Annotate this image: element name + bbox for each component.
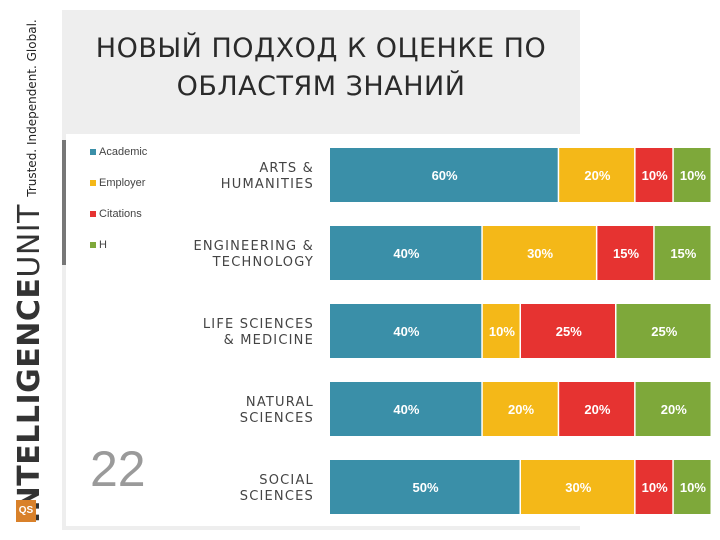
legend-label-academic: Academic [99,146,148,158]
category-label: ENGINEERING & [193,239,314,254]
bar-segment-h [673,148,711,202]
bar-segment-academic [330,460,520,514]
bar-segment-employer [482,304,520,358]
bar-segment-citations [521,304,615,358]
data-label: 60% [432,168,458,183]
bar-segment-employer [559,148,635,202]
legend-swatch-h [90,242,96,248]
bar-segment-academic [330,148,558,202]
category-label: HUMANITIES [221,177,314,192]
data-label: 10% [642,168,668,183]
title-line-2: ОБЛАСТЯМ ЗНАНИЙ [176,71,466,102]
legend-label-employer: Employer [99,177,146,189]
bar-segment-academic [330,382,482,436]
category-label: SOCIAL [259,473,314,488]
data-label: 30% [527,246,553,261]
category-label: NATURAL [246,395,314,410]
data-label: 40% [393,324,419,339]
qs-logo-icon: QS [16,500,36,522]
category-label: SCIENCES [240,489,314,504]
data-label: 20% [661,402,687,417]
data-label: 30% [565,480,591,495]
data-label: 20% [584,168,610,183]
data-label: 20% [584,402,610,417]
accent-rule [62,140,66,265]
legend-swatch-academic [90,149,96,155]
legend-swatch-employer [90,180,96,186]
category-label: & MEDICINE [224,333,314,348]
bar-segment-citations [635,460,673,514]
bar-segment-citations [597,226,654,280]
bar-segment-academic [330,226,482,280]
bar-segment-employer [521,460,635,514]
bar-segment-h [635,382,711,436]
data-label: 25% [556,324,582,339]
data-label: 10% [680,480,706,495]
bar-segment-employer [482,226,596,280]
bar-segment-h [654,226,711,280]
bar-segment-academic [330,304,482,358]
data-label: 25% [651,324,677,339]
page-number: 22 [90,441,146,497]
data-label: 10% [489,324,515,339]
legend-label-citations: Citations [99,208,142,220]
bar-segment-h [616,304,711,358]
legend-label-h: H [99,239,107,251]
bar-segment-h [673,460,711,514]
title-line-1: НОВЫЙ ПОДХОД К ОЦЕНКЕ ПО [95,33,547,64]
category-label: ARTS & [259,161,314,176]
category-label: LIFE SCIENCES [203,317,314,332]
category-label: SCIENCES [240,411,314,426]
legend-swatch-citations [90,211,96,217]
data-label: 40% [393,402,419,417]
slide-title: НОВЫЙ ПОДХОД К ОЦЕНКЕ ПО ОБЛАСТЯМ ЗНАНИЙ [62,30,580,106]
bar-segment-citations [635,148,673,202]
bar-segment-citations [559,382,635,436]
data-label: 20% [508,402,534,417]
data-label: 50% [412,480,438,495]
data-label: 15% [670,246,696,261]
data-label: 10% [642,480,668,495]
data-label: 15% [613,246,639,261]
bar-segment-employer [482,382,558,436]
data-label: 40% [393,246,419,261]
category-label: TECHNOLOGY [212,255,314,270]
data-label: 10% [680,168,706,183]
brand-sidebar: Trusted. Independent. Global. INTELLIGEN… [0,0,55,540]
